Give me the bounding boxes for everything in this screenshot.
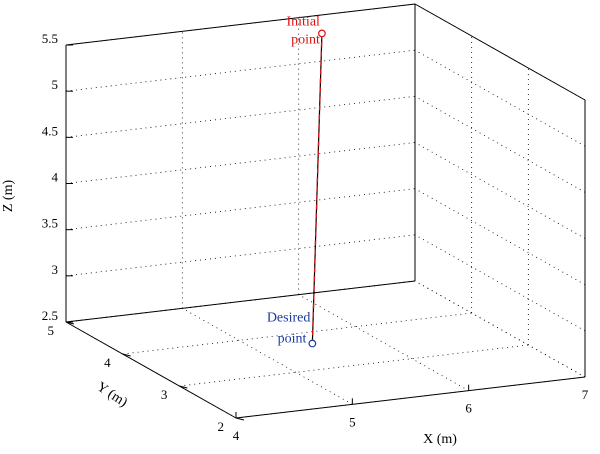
y-tick-label-3: 3 <box>161 387 168 402</box>
trajectory-line-dashed <box>311 33 323 344</box>
desired-point-label-line1: Desired <box>267 311 311 326</box>
z-tick-label-4: 4 <box>52 170 59 185</box>
y-tick-4 <box>122 353 131 357</box>
sidewall-grid-z-4 <box>414 142 586 239</box>
z-tick-label-2.5: 2.5 <box>42 308 58 323</box>
floor-grid-y-3 <box>179 344 529 387</box>
axes-box <box>65 3 586 421</box>
backwall-grid-z-3.5 <box>65 188 416 231</box>
endpoint-markers <box>308 29 326 348</box>
y-tick-label-5: 5 <box>48 323 55 338</box>
z-tick-label-5: 5 <box>52 77 59 92</box>
backwall-grid-z-5 <box>65 49 416 92</box>
floor-grid-y-4 <box>122 312 472 355</box>
z-tick-label-5.5: 5.5 <box>42 31 58 46</box>
y-tick-2 <box>235 417 245 421</box>
sidewall-grid-z-3.5 <box>414 188 586 286</box>
box-top-back-edge <box>65 3 416 46</box>
z-axis-label: Z (m) <box>1 180 16 213</box>
sidewall-grid-z-4.5 <box>414 95 586 193</box>
x-axis-line <box>235 376 586 419</box>
x-tick-label-7: 7 <box>582 387 589 402</box>
annotations: Initial point Desired point <box>267 14 320 346</box>
box-top-side-edge <box>414 3 586 101</box>
x-tick-label-5: 5 <box>349 414 356 429</box>
grid-lines <box>65 3 586 419</box>
y-tick-3 <box>179 385 188 389</box>
y-tick-label-2: 2 <box>218 419 225 434</box>
initial-point-label-line1: Initial <box>286 14 320 29</box>
sidewall-grid-z-2.5 <box>414 280 586 378</box>
x-tick-label-4: 4 <box>233 428 240 443</box>
sidewall-grid-z-5 <box>414 49 586 147</box>
floor-grid-x-6 <box>298 294 469 392</box>
desired-point-marker <box>308 339 317 348</box>
box-back-floor-edge <box>65 280 416 323</box>
x-axis-label: X (m) <box>423 432 457 447</box>
trajectory-series <box>311 33 323 344</box>
y-axis-line <box>65 321 237 419</box>
z-tick-label-4.5: 4.5 <box>42 123 58 138</box>
z-tick-label-3: 3 <box>52 262 59 277</box>
desired-point-label-line2: point <box>278 332 307 347</box>
initial-point-marker <box>318 29 326 38</box>
backwall-grid-z-4 <box>65 142 416 184</box>
z-tick-label-3.5: 3.5 <box>42 216 58 231</box>
axis-labels: X (m) Y (m) Z (m) <box>1 180 457 447</box>
x-tick-label-6: 6 <box>465 401 472 416</box>
initial-point-label-line2: point <box>291 32 320 47</box>
backwall-grid-z-4.5 <box>65 95 416 138</box>
y-axis-label: Y (m) <box>94 380 130 411</box>
backwall-grid-z-3 <box>65 234 416 277</box>
y-tick-label-4: 4 <box>104 355 111 370</box>
